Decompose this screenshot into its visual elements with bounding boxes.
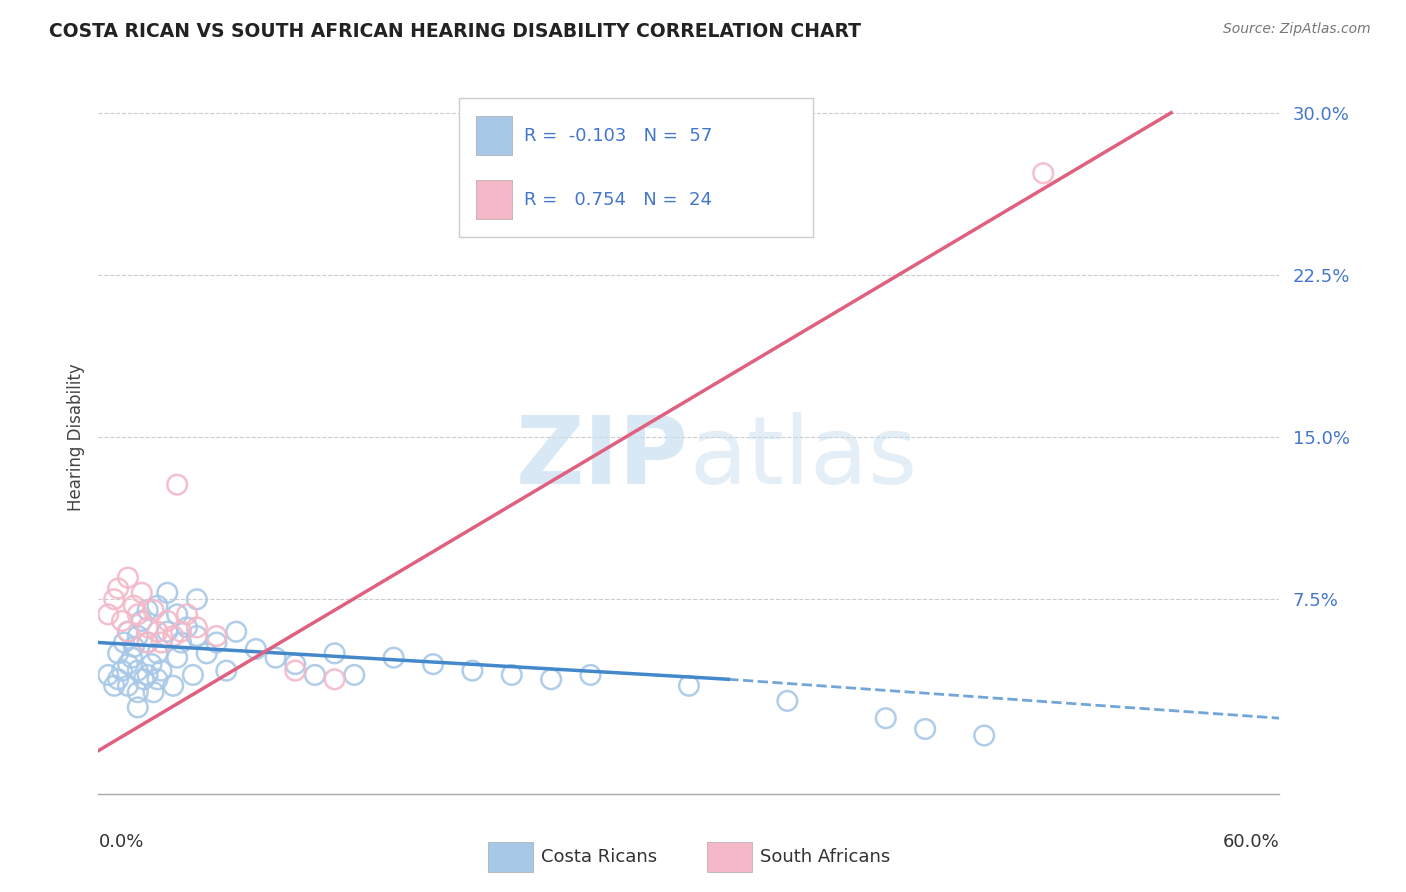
Point — [142, 685, 165, 699]
Point — [136, 620, 159, 634]
Point — [166, 477, 188, 491]
Point — [146, 624, 169, 639]
Point — [176, 607, 198, 622]
Point — [117, 657, 139, 672]
Point — [146, 646, 169, 660]
Point — [103, 679, 125, 693]
Point — [284, 657, 307, 672]
Point — [132, 673, 155, 687]
Point — [141, 657, 163, 672]
Text: 60.0%: 60.0% — [1223, 833, 1279, 851]
Point — [176, 620, 198, 634]
Point — [166, 650, 188, 665]
Point — [382, 650, 405, 665]
Point — [501, 668, 523, 682]
Point — [875, 711, 897, 725]
Point — [156, 624, 179, 639]
Point — [186, 592, 208, 607]
Bar — [707, 842, 752, 872]
Text: ZIP: ZIP — [516, 412, 689, 505]
Bar — [488, 842, 533, 872]
Point — [170, 635, 193, 649]
Point — [111, 614, 134, 628]
Point — [150, 664, 173, 678]
Point — [540, 673, 562, 687]
Point — [914, 722, 936, 736]
Point — [136, 635, 159, 649]
Point — [225, 624, 247, 639]
Point — [323, 673, 346, 687]
Point — [131, 614, 153, 628]
Point — [111, 664, 134, 678]
Point — [181, 668, 204, 682]
Point — [195, 646, 218, 660]
Text: R =   0.754   N =  24: R = 0.754 N = 24 — [523, 191, 711, 209]
Point — [127, 629, 149, 643]
Point — [343, 668, 366, 682]
Point — [121, 650, 143, 665]
Text: 0.0%: 0.0% — [98, 833, 143, 851]
Point — [136, 603, 159, 617]
Point — [117, 571, 139, 585]
Point — [422, 657, 444, 672]
Point — [1032, 166, 1054, 180]
Point — [97, 668, 120, 682]
Point — [156, 614, 179, 628]
Point — [117, 624, 139, 639]
Point — [215, 664, 238, 678]
Point — [170, 624, 193, 639]
Point — [122, 640, 145, 654]
Point — [186, 620, 208, 634]
Point — [579, 668, 602, 682]
FancyBboxPatch shape — [458, 98, 813, 237]
Point — [166, 607, 188, 622]
Point — [117, 679, 139, 693]
Point — [127, 685, 149, 699]
Point — [97, 607, 120, 622]
Text: Source: ZipAtlas.com: Source: ZipAtlas.com — [1223, 22, 1371, 37]
Text: Costa Ricans: Costa Ricans — [541, 848, 658, 866]
Point — [304, 668, 326, 682]
Text: COSTA RICAN VS SOUTH AFRICAN HEARING DISABILITY CORRELATION CHART: COSTA RICAN VS SOUTH AFRICAN HEARING DIS… — [49, 22, 862, 41]
Bar — [477, 116, 512, 155]
Text: atlas: atlas — [689, 412, 917, 505]
Text: South Africans: South Africans — [759, 848, 890, 866]
Point — [122, 599, 145, 613]
Point — [284, 664, 307, 678]
Point — [678, 679, 700, 693]
Text: R =  -0.103   N =  57: R = -0.103 N = 57 — [523, 127, 711, 145]
Point — [264, 650, 287, 665]
Point — [131, 586, 153, 600]
Point — [245, 642, 267, 657]
Point — [776, 694, 799, 708]
Point — [186, 629, 208, 643]
Point — [107, 673, 129, 687]
Point — [112, 635, 135, 649]
Point — [205, 629, 228, 643]
Point — [461, 664, 484, 678]
Point — [162, 679, 184, 693]
Point — [142, 603, 165, 617]
Point — [205, 635, 228, 649]
Point — [136, 635, 159, 649]
Point — [127, 664, 149, 678]
Bar — [477, 180, 512, 219]
Point — [127, 700, 149, 714]
Point — [107, 646, 129, 660]
Point — [136, 668, 159, 682]
Point — [973, 729, 995, 743]
Point — [146, 673, 169, 687]
Point — [127, 607, 149, 622]
Point — [323, 646, 346, 660]
Point — [107, 582, 129, 596]
Point — [156, 586, 179, 600]
Point — [162, 629, 184, 643]
Point — [117, 624, 139, 639]
Point — [150, 635, 173, 649]
Y-axis label: Hearing Disability: Hearing Disability — [66, 363, 84, 511]
Point — [146, 599, 169, 613]
Point — [103, 592, 125, 607]
